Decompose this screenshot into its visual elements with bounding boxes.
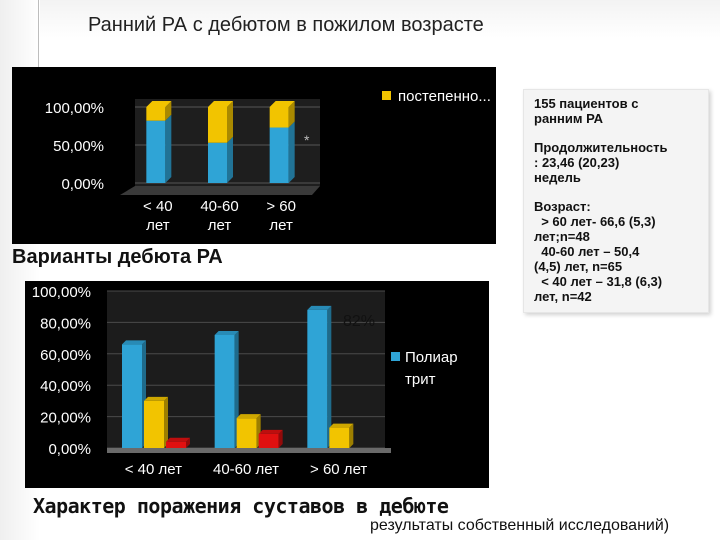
source-note: результаты собственный исследований) xyxy=(370,517,670,534)
bar xyxy=(144,400,164,448)
x-tick-label: > 60 xyxy=(266,198,296,215)
bar-top xyxy=(236,414,261,419)
slide-title: Ранний РА с дебютом в пожилом возрасте xyxy=(88,14,484,36)
note-line: лет;n=48 xyxy=(534,229,590,244)
y-tick-label: 100,00% xyxy=(45,100,104,117)
bar-top xyxy=(307,305,332,310)
annotation-82-percent: 82% xyxy=(343,313,376,330)
bar-top xyxy=(166,437,190,442)
legend-label: Полиар xyxy=(405,349,458,366)
note-line: недель xyxy=(534,170,581,185)
legend-swatch xyxy=(382,91,391,100)
chart-onset-variants: 0,00% 50,00% 100,00% < 40 лет 40-60 лет > 60 лет… xyxy=(12,67,496,244)
y-tick-label: 0,00% xyxy=(61,176,104,193)
x-tick-label: лет xyxy=(146,217,170,234)
bar xyxy=(122,344,142,448)
bar-top xyxy=(144,396,168,401)
plot-floor xyxy=(107,448,391,453)
bar-segment xyxy=(208,107,227,143)
bar-top xyxy=(122,340,146,345)
note-line: Продолжительность xyxy=(534,140,668,155)
chart-joint-involvement: 0,00% 20,00% 40,00% 60,00% 80,00% 100,00% < 40… xyxy=(25,281,489,488)
bar-segment xyxy=(146,120,166,183)
slide-top-band xyxy=(0,0,720,38)
y-tick-label: 80,00% xyxy=(40,315,91,332)
bar-side xyxy=(164,396,168,448)
x-tick-label: 40-60 xyxy=(200,198,238,215)
bar-side xyxy=(227,101,233,143)
x-tick-label: 40-60 лет xyxy=(213,461,279,478)
bar xyxy=(329,427,350,448)
bar-side xyxy=(186,437,190,448)
bar-top xyxy=(214,330,239,335)
y-tick-label: 60,00% xyxy=(40,347,91,364)
onset-variants-heading: Варианты дебюта РА xyxy=(12,246,223,268)
y-tick-label: 100,00% xyxy=(32,284,91,301)
bar-side xyxy=(327,305,332,448)
note-line: 40-60 лет – 50,4 xyxy=(534,244,640,259)
note-line: Возраст: xyxy=(534,199,591,214)
bar-side xyxy=(165,114,172,183)
bar-top xyxy=(146,101,172,107)
bar-segment xyxy=(146,107,166,121)
y-tick-label: 40,00% xyxy=(40,378,91,395)
bar-top xyxy=(269,101,295,107)
bar-side xyxy=(288,121,295,183)
y-tick-label: 20,00% xyxy=(40,410,91,427)
bar-top xyxy=(208,101,233,107)
x-tick-label: > 60 лет xyxy=(310,461,367,478)
bar xyxy=(307,309,328,448)
legend-label: трит xyxy=(405,371,436,388)
bar xyxy=(214,334,235,448)
bar-top xyxy=(258,429,283,434)
note-line: (4,5) лет, n=65 xyxy=(534,259,623,274)
note-line: 155 пациентов с xyxy=(534,96,639,111)
joint-involvement-heading: Характер поражения суставов в дебюте xyxy=(33,494,449,518)
note-line: : 23,46 (20,23) xyxy=(534,155,620,170)
legend-label: постепенно... xyxy=(398,88,491,105)
bar-top xyxy=(329,423,354,428)
bar-segment xyxy=(269,107,289,128)
significance-star: * xyxy=(304,132,310,148)
bar-side xyxy=(349,423,354,448)
bar xyxy=(236,418,257,448)
note-line: ранним РА xyxy=(534,111,604,126)
bar-side xyxy=(288,101,295,128)
slide-divider-line xyxy=(38,0,39,70)
x-tick-label: лет xyxy=(269,217,293,234)
patient-info-box: 155 пациентов с ранним РА Продолжительно… xyxy=(523,89,709,313)
x-tick-label: лет xyxy=(208,217,232,234)
bar-side xyxy=(227,136,233,183)
y-tick-label: 50,00% xyxy=(53,138,104,155)
note-line: лет, n=42 xyxy=(534,289,592,304)
bar-segment xyxy=(208,142,227,183)
bar xyxy=(166,441,186,448)
x-tick-label: < 40 xyxy=(143,198,173,215)
plot-floor xyxy=(120,186,320,195)
bar-side xyxy=(165,101,172,121)
x-tick-label: < 40 лет xyxy=(125,461,182,478)
note-line: < 40 лет – 31,8 (6,3) xyxy=(534,274,663,289)
legend-swatch xyxy=(391,352,400,361)
bar-segment xyxy=(269,127,289,183)
note-line: > 60 лет- 66,6 (5,3) xyxy=(534,214,656,229)
bar xyxy=(258,433,279,448)
y-tick-label: 0,00% xyxy=(48,441,91,458)
bar-side xyxy=(278,429,283,448)
